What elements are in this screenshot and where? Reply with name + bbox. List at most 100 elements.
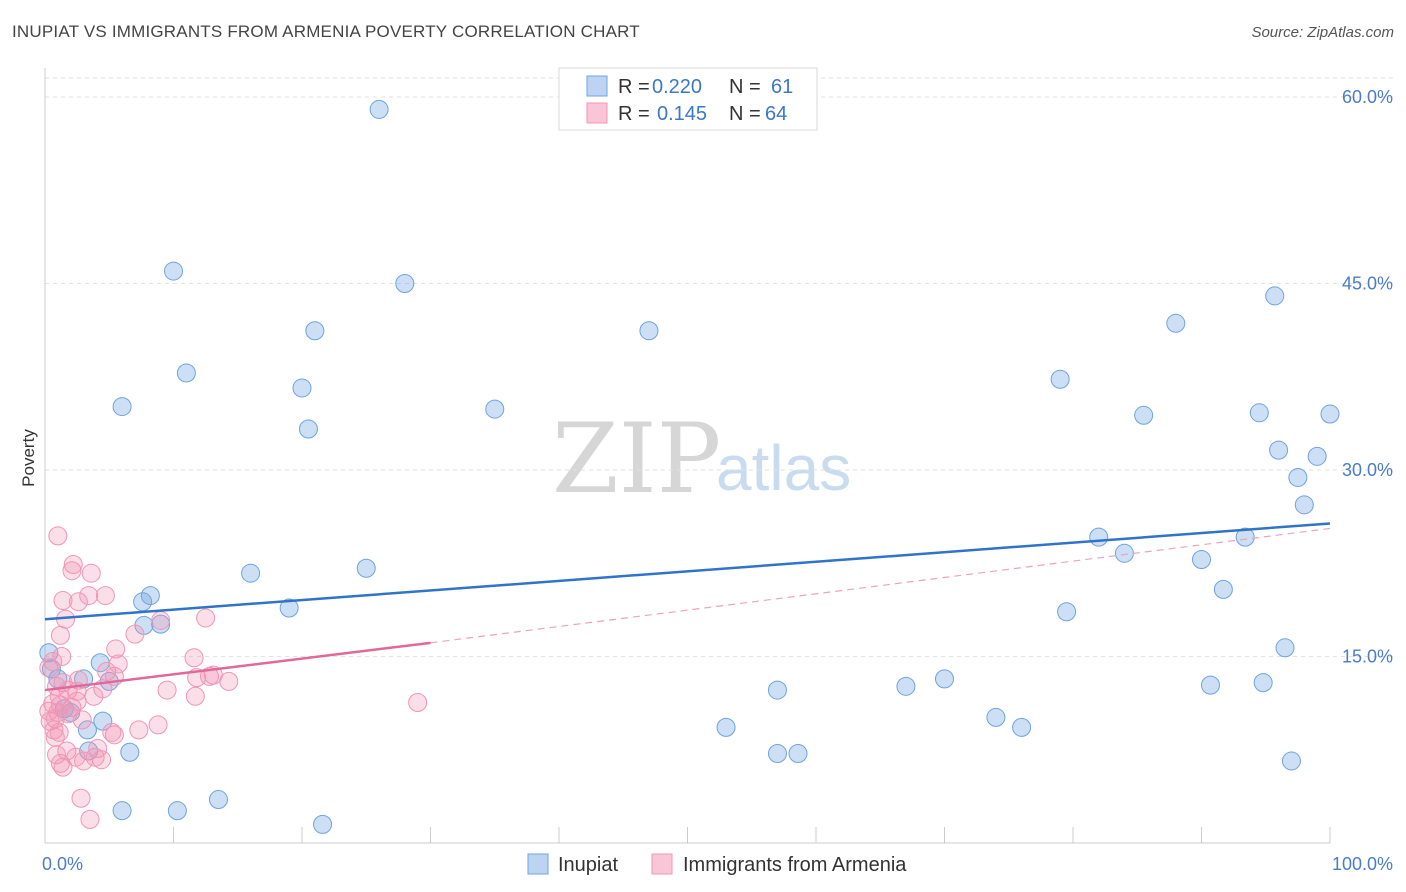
inupiat-point-4 (639, 321, 659, 341)
legend-r-label-1: R = (618, 76, 650, 98)
armenia-point-46 (148, 715, 168, 735)
armenia-point-13 (106, 639, 126, 659)
inupiat-point-29 (208, 789, 228, 809)
inupiat-point-32 (313, 814, 333, 834)
watermark-zip: ZIP (552, 403, 721, 515)
y-tick-label-60: 60.0% (1342, 87, 1393, 107)
inupiat-point-40 (1012, 717, 1032, 737)
inupiat-point-50 (1235, 527, 1255, 547)
armenia-point-6 (53, 591, 73, 611)
armenia-point-61 (88, 739, 108, 759)
x-tick-label-start: 0.0% (42, 854, 83, 874)
inupiat-point-37 (767, 743, 787, 763)
y-tick-label-15: 15.0% (1342, 647, 1393, 667)
y-tick-label-45: 45.0% (1342, 274, 1393, 294)
armenia-point-58 (53, 757, 73, 777)
inupiat-point-8 (485, 399, 505, 419)
tick-labels: 15.0% 30.0% 45.0% 60.0% 0.0% 100.0% (42, 87, 1393, 874)
legend-n-value-1: 61 (771, 76, 793, 98)
armenia-point-62 (102, 722, 122, 742)
inupiat-point-43 (1089, 527, 1109, 547)
inupiat-point-58 (1294, 495, 1314, 515)
stats-legend: R = 0.220 N = 61 R = 0.145 N = 64 (558, 67, 818, 131)
inupiat-point-57 (1288, 467, 1308, 487)
inupiat-trend-line (44, 522, 1331, 621)
inupiat-point-47 (1192, 550, 1211, 570)
bottom-legend-swatch-inupiat (527, 853, 549, 875)
armenia-point-33 (84, 686, 104, 706)
bottom-legend-label-inupiat: Inupiat (558, 854, 618, 876)
legend-n-label-2: N = (729, 103, 761, 125)
legend-n-label-1: N = (729, 76, 761, 98)
armenia-point-4 (95, 586, 115, 606)
inupiat-point-44 (1114, 543, 1134, 563)
armenia-point-11 (125, 624, 145, 644)
armenia-point-7 (68, 592, 88, 612)
armenia-trend-line (44, 641, 431, 692)
inupiat-point-6 (292, 378, 312, 398)
armenia-point-1 (63, 554, 83, 574)
inupiat-point-36 (716, 717, 736, 737)
legend-n-value-2: 64 (765, 103, 787, 125)
inupiat-point-30 (112, 801, 132, 821)
legend-r-value-2: 0.145 (657, 103, 707, 125)
armenia-point-63 (129, 720, 149, 740)
inupiat-point-35 (935, 669, 954, 689)
armenia-point-36 (408, 693, 428, 713)
inupiat-point-7 (112, 397, 132, 417)
inupiat-point-34 (896, 676, 916, 696)
inupiat-point-23 (140, 586, 160, 606)
inupiat-point-56 (1281, 751, 1301, 771)
inupiat-point-46 (1166, 313, 1186, 333)
armenia-point-10 (151, 610, 171, 630)
inupiat-point-52 (1253, 673, 1273, 693)
armenia-point-12 (50, 625, 70, 645)
inupiat-point-54 (1269, 440, 1289, 460)
inupiat-point-55 (1275, 638, 1295, 658)
inupiat-point-5 (176, 363, 196, 383)
armenia-point-47 (44, 720, 64, 740)
inupiat-point-28 (356, 558, 376, 578)
armenia-trend-extension (430, 527, 1331, 644)
inupiat-point-31 (167, 801, 187, 821)
inupiat-point-59 (1307, 446, 1327, 466)
data-points (39, 99, 1340, 834)
armenia-point-31 (157, 680, 177, 700)
inupiat-point-60 (1320, 404, 1340, 424)
inupiat-point-2 (395, 274, 415, 293)
legend-swatch-inupiat (586, 75, 608, 97)
inupiat-point-41 (1050, 369, 1070, 389)
armenia-point-49 (104, 725, 124, 745)
inupiat-point-48 (1200, 675, 1220, 695)
legend-swatch-armenia (586, 102, 608, 124)
inupiat-point-26 (241, 563, 261, 583)
armenia-point-35 (185, 686, 205, 706)
series-legend: Inupiat Immigrants from Armenia (527, 853, 907, 876)
inupiat-point-1 (164, 261, 183, 281)
armenia-point-16 (184, 648, 204, 668)
y-axis-label: Poverty (19, 429, 38, 487)
armenia-point-60 (80, 809, 100, 829)
inupiat-point-42 (1057, 602, 1077, 622)
inupiat-point-51 (1249, 403, 1269, 423)
armenia-point-5 (79, 586, 99, 606)
armenia-point-50 (45, 727, 65, 747)
armenia-point-18 (39, 658, 59, 678)
armenia-point-17 (108, 654, 128, 674)
watermark-atlas: atlas (716, 432, 851, 504)
armenia-point-3 (81, 563, 101, 583)
inupiat-point-20 (120, 742, 140, 762)
armenia-point-14 (52, 647, 72, 666)
inupiat-point-3 (305, 321, 325, 341)
armenia-point-2 (62, 561, 82, 581)
inupiat-point-9 (298, 419, 318, 439)
trend-lines (44, 522, 1331, 692)
armenia-point-0 (48, 526, 68, 546)
chart-title: INUPIAT VS IMMIGRANTS FROM ARMENIA POVER… (12, 22, 640, 41)
bottom-legend-swatch-armenia (651, 853, 673, 875)
armenia-point-56 (92, 750, 112, 770)
inupiat-point-49 (1213, 579, 1233, 599)
inupiat-point-33 (767, 680, 787, 700)
armenia-point-59 (71, 788, 91, 808)
